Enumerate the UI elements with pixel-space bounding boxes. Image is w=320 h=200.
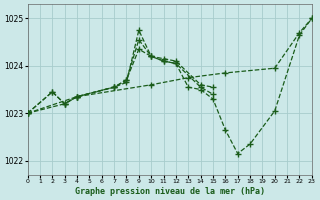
X-axis label: Graphe pression niveau de la mer (hPa): Graphe pression niveau de la mer (hPa): [75, 187, 265, 196]
